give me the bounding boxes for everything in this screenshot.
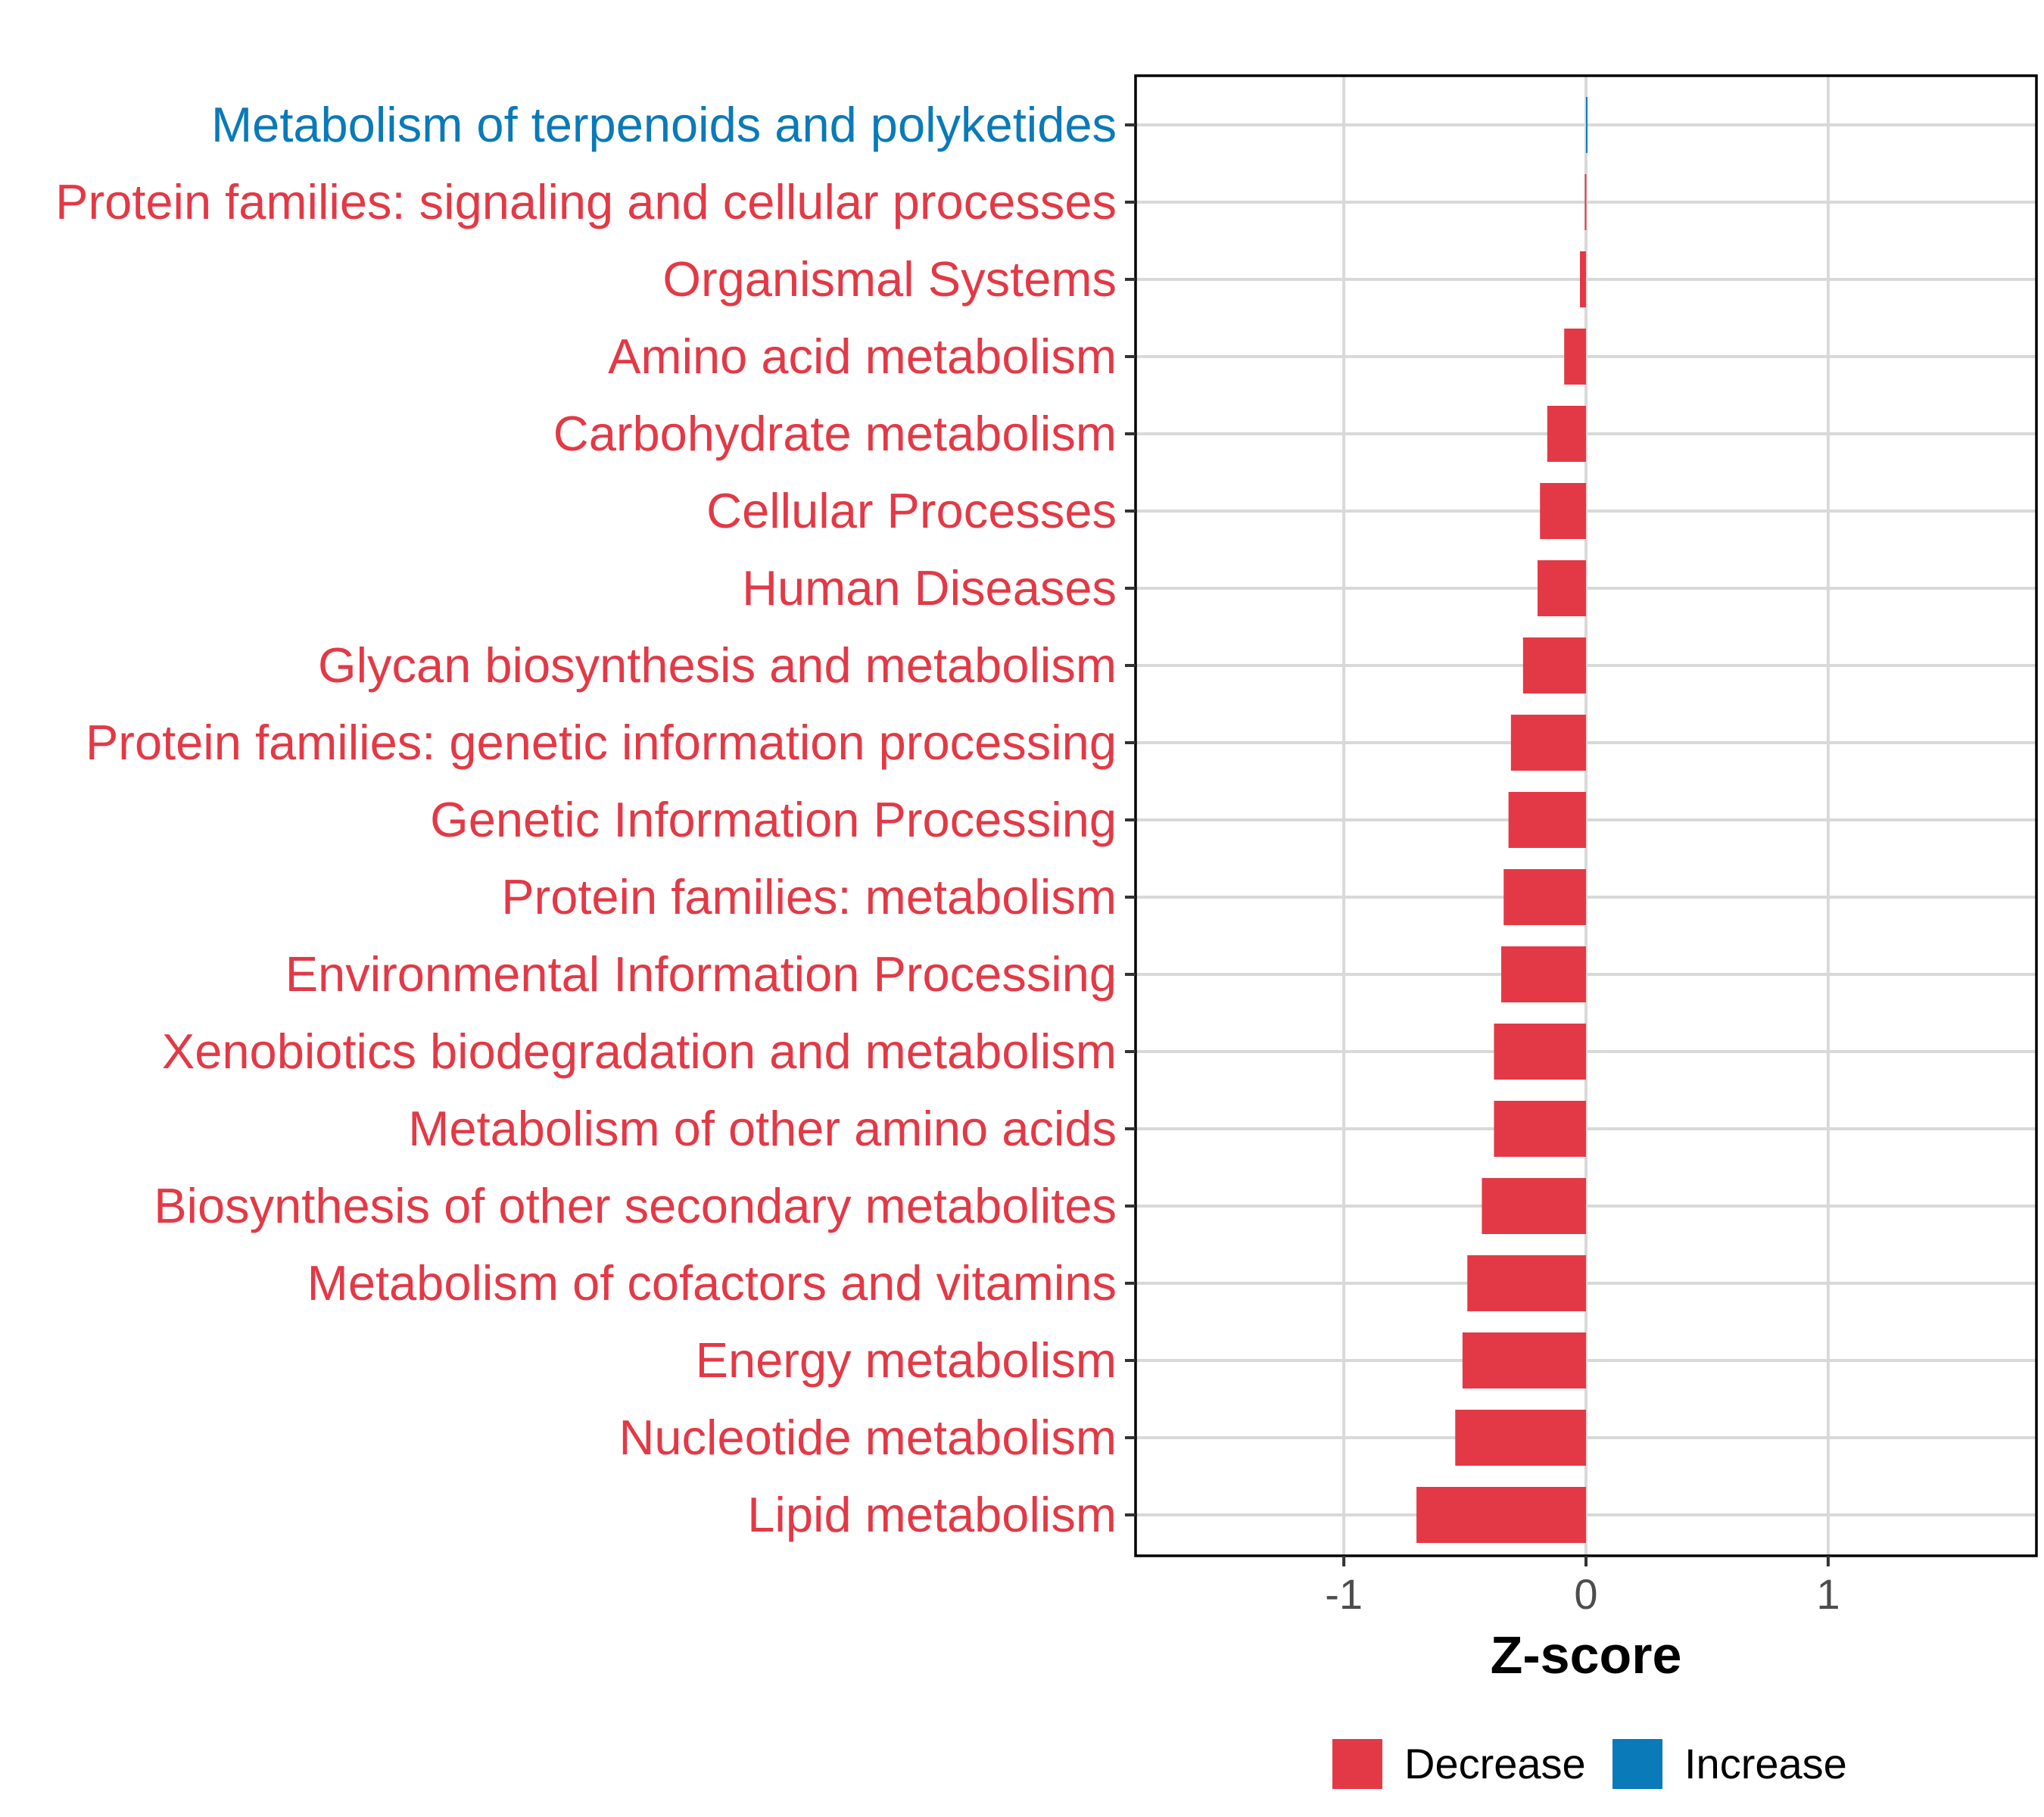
category-label: Metabolism of other amino acids: [408, 1101, 1117, 1156]
bar: [1547, 406, 1586, 462]
category-label: Amino acid metabolism: [608, 329, 1117, 384]
category-label: Organismal Systems: [662, 251, 1117, 307]
category-label: Human Diseases: [742, 560, 1117, 616]
category-label: Lipid metabolism: [747, 1487, 1117, 1542]
bar: [1510, 715, 1586, 771]
y-axis-labels: Metabolism of terpenoids and polyketides…: [55, 97, 1117, 1542]
category-label: Metabolism of cofactors and vitamins: [307, 1255, 1117, 1311]
category-label: Glycan biosynthesis and metabolism: [318, 637, 1117, 693]
x-tick-label: 1: [1816, 1570, 1840, 1618]
category-label: Carbohydrate metabolism: [553, 406, 1117, 461]
legend-label: Decrease: [1404, 1740, 1586, 1787]
bar: [1508, 792, 1586, 848]
category-label: Protein families: genetic information pr…: [86, 715, 1117, 770]
bar: [1538, 560, 1586, 616]
bar: [1584, 174, 1587, 230]
legend-key: [1332, 1739, 1382, 1789]
category-label: Biosynthesis of other secondary metaboli…: [154, 1178, 1117, 1233]
bar: [1501, 946, 1586, 1002]
category-label: Nucleotide metabolism: [618, 1410, 1117, 1465]
bar: [1467, 1255, 1586, 1311]
legend-key: [1612, 1739, 1662, 1789]
bar: [1586, 97, 1588, 153]
x-tick-label: -1: [1325, 1570, 1363, 1618]
x-axis-ticks: [1342, 1556, 1830, 1566]
legend: Decrease Increase: [1332, 1739, 1847, 1789]
category-label: Protein families: metabolism: [501, 869, 1117, 924]
y-axis-ticks: [1125, 123, 1136, 1516]
bar: [1540, 483, 1586, 539]
bar: [1455, 1410, 1586, 1466]
bar: [1462, 1332, 1586, 1388]
bar: [1494, 1101, 1586, 1157]
category-label: Environmental Information Processing: [285, 946, 1117, 1002]
legend-label: Increase: [1684, 1740, 1847, 1787]
category-label: Protein families: signaling and cellular…: [55, 174, 1117, 229]
bar: [1503, 869, 1586, 925]
bar: [1416, 1487, 1586, 1543]
bar: [1580, 251, 1586, 307]
x-tick-label: 0: [1574, 1570, 1597, 1618]
bar: [1522, 637, 1586, 693]
bar: [1564, 329, 1586, 385]
category-label: Genetic Information Processing: [430, 792, 1117, 847]
category-label: Energy metabolism: [696, 1332, 1117, 1388]
x-axis-title: Z-score: [1491, 1625, 1682, 1685]
bar: [1482, 1178, 1586, 1234]
bars: [1416, 97, 1588, 1543]
category-label: Metabolism of terpenoids and polyketides: [211, 97, 1117, 152]
x-axis-labels: -1 0 1: [1325, 1570, 1840, 1618]
category-label: Cellular Processes: [706, 483, 1117, 538]
bar: [1494, 1024, 1586, 1080]
category-label: Xenobiotics biodegradation and metabolis…: [162, 1024, 1117, 1079]
